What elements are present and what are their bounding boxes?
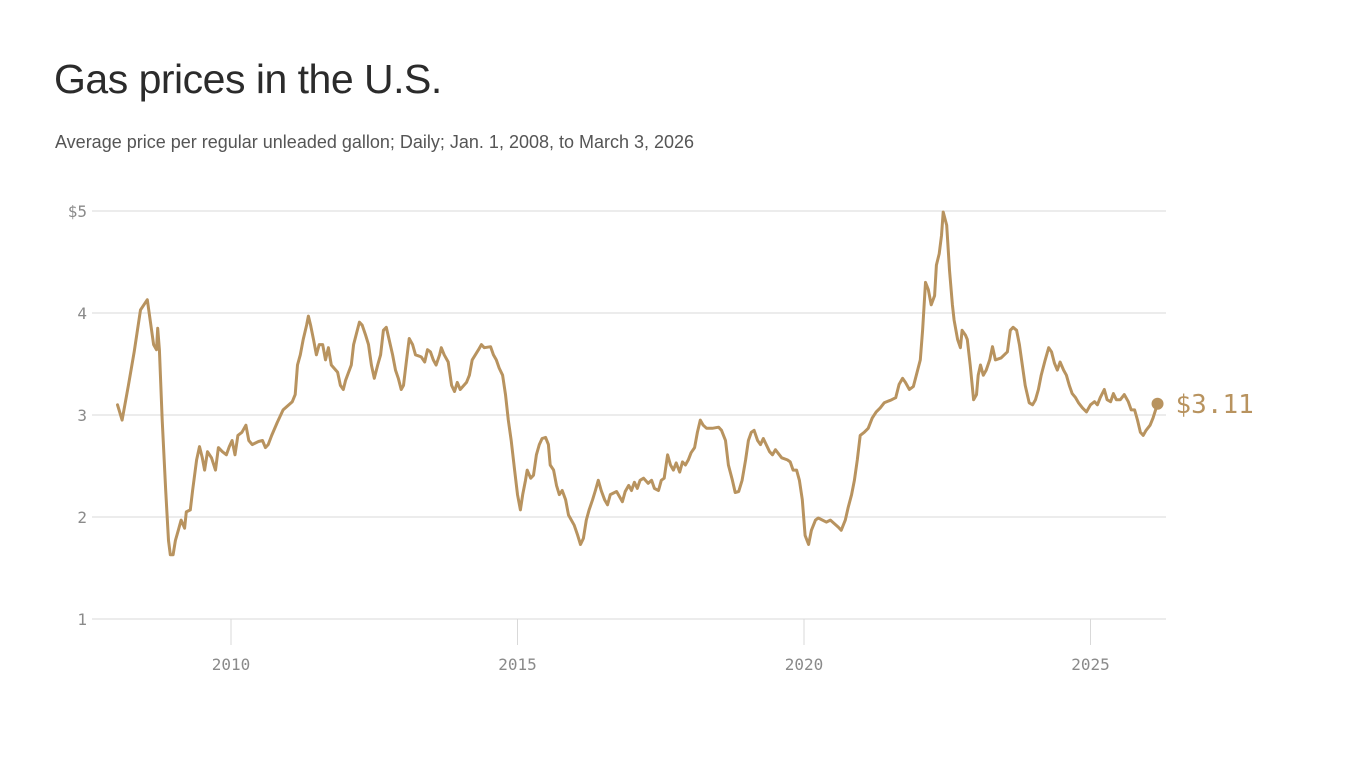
y-tick-label: 3 [77,406,87,425]
latest-value-label: $3.11 [1176,390,1254,420]
y-tick-label: 4 [77,304,87,323]
x-tick-label: 2020 [785,655,824,674]
x-tick-label: 2015 [498,655,537,674]
x-axis-ticks: 2010 2015 2020 2025 [212,655,1110,674]
gridlines [92,210,1166,645]
x-tick-label: 2025 [1071,655,1110,674]
chart-subtitle: Average price per regular unleaded gallo… [55,132,695,152]
x-tick-label: 2010 [212,655,251,674]
y-axis-ticks: $5 4 3 2 1 [68,202,87,629]
price-line [116,210,1159,557]
y-tick-label: 1 [77,610,87,629]
y-tick-label: $5 [68,202,87,221]
y-tick-label: 2 [77,508,87,527]
chart-title: Gas prices in the U.S. [54,56,442,102]
latest-value-dot [1151,397,1164,410]
